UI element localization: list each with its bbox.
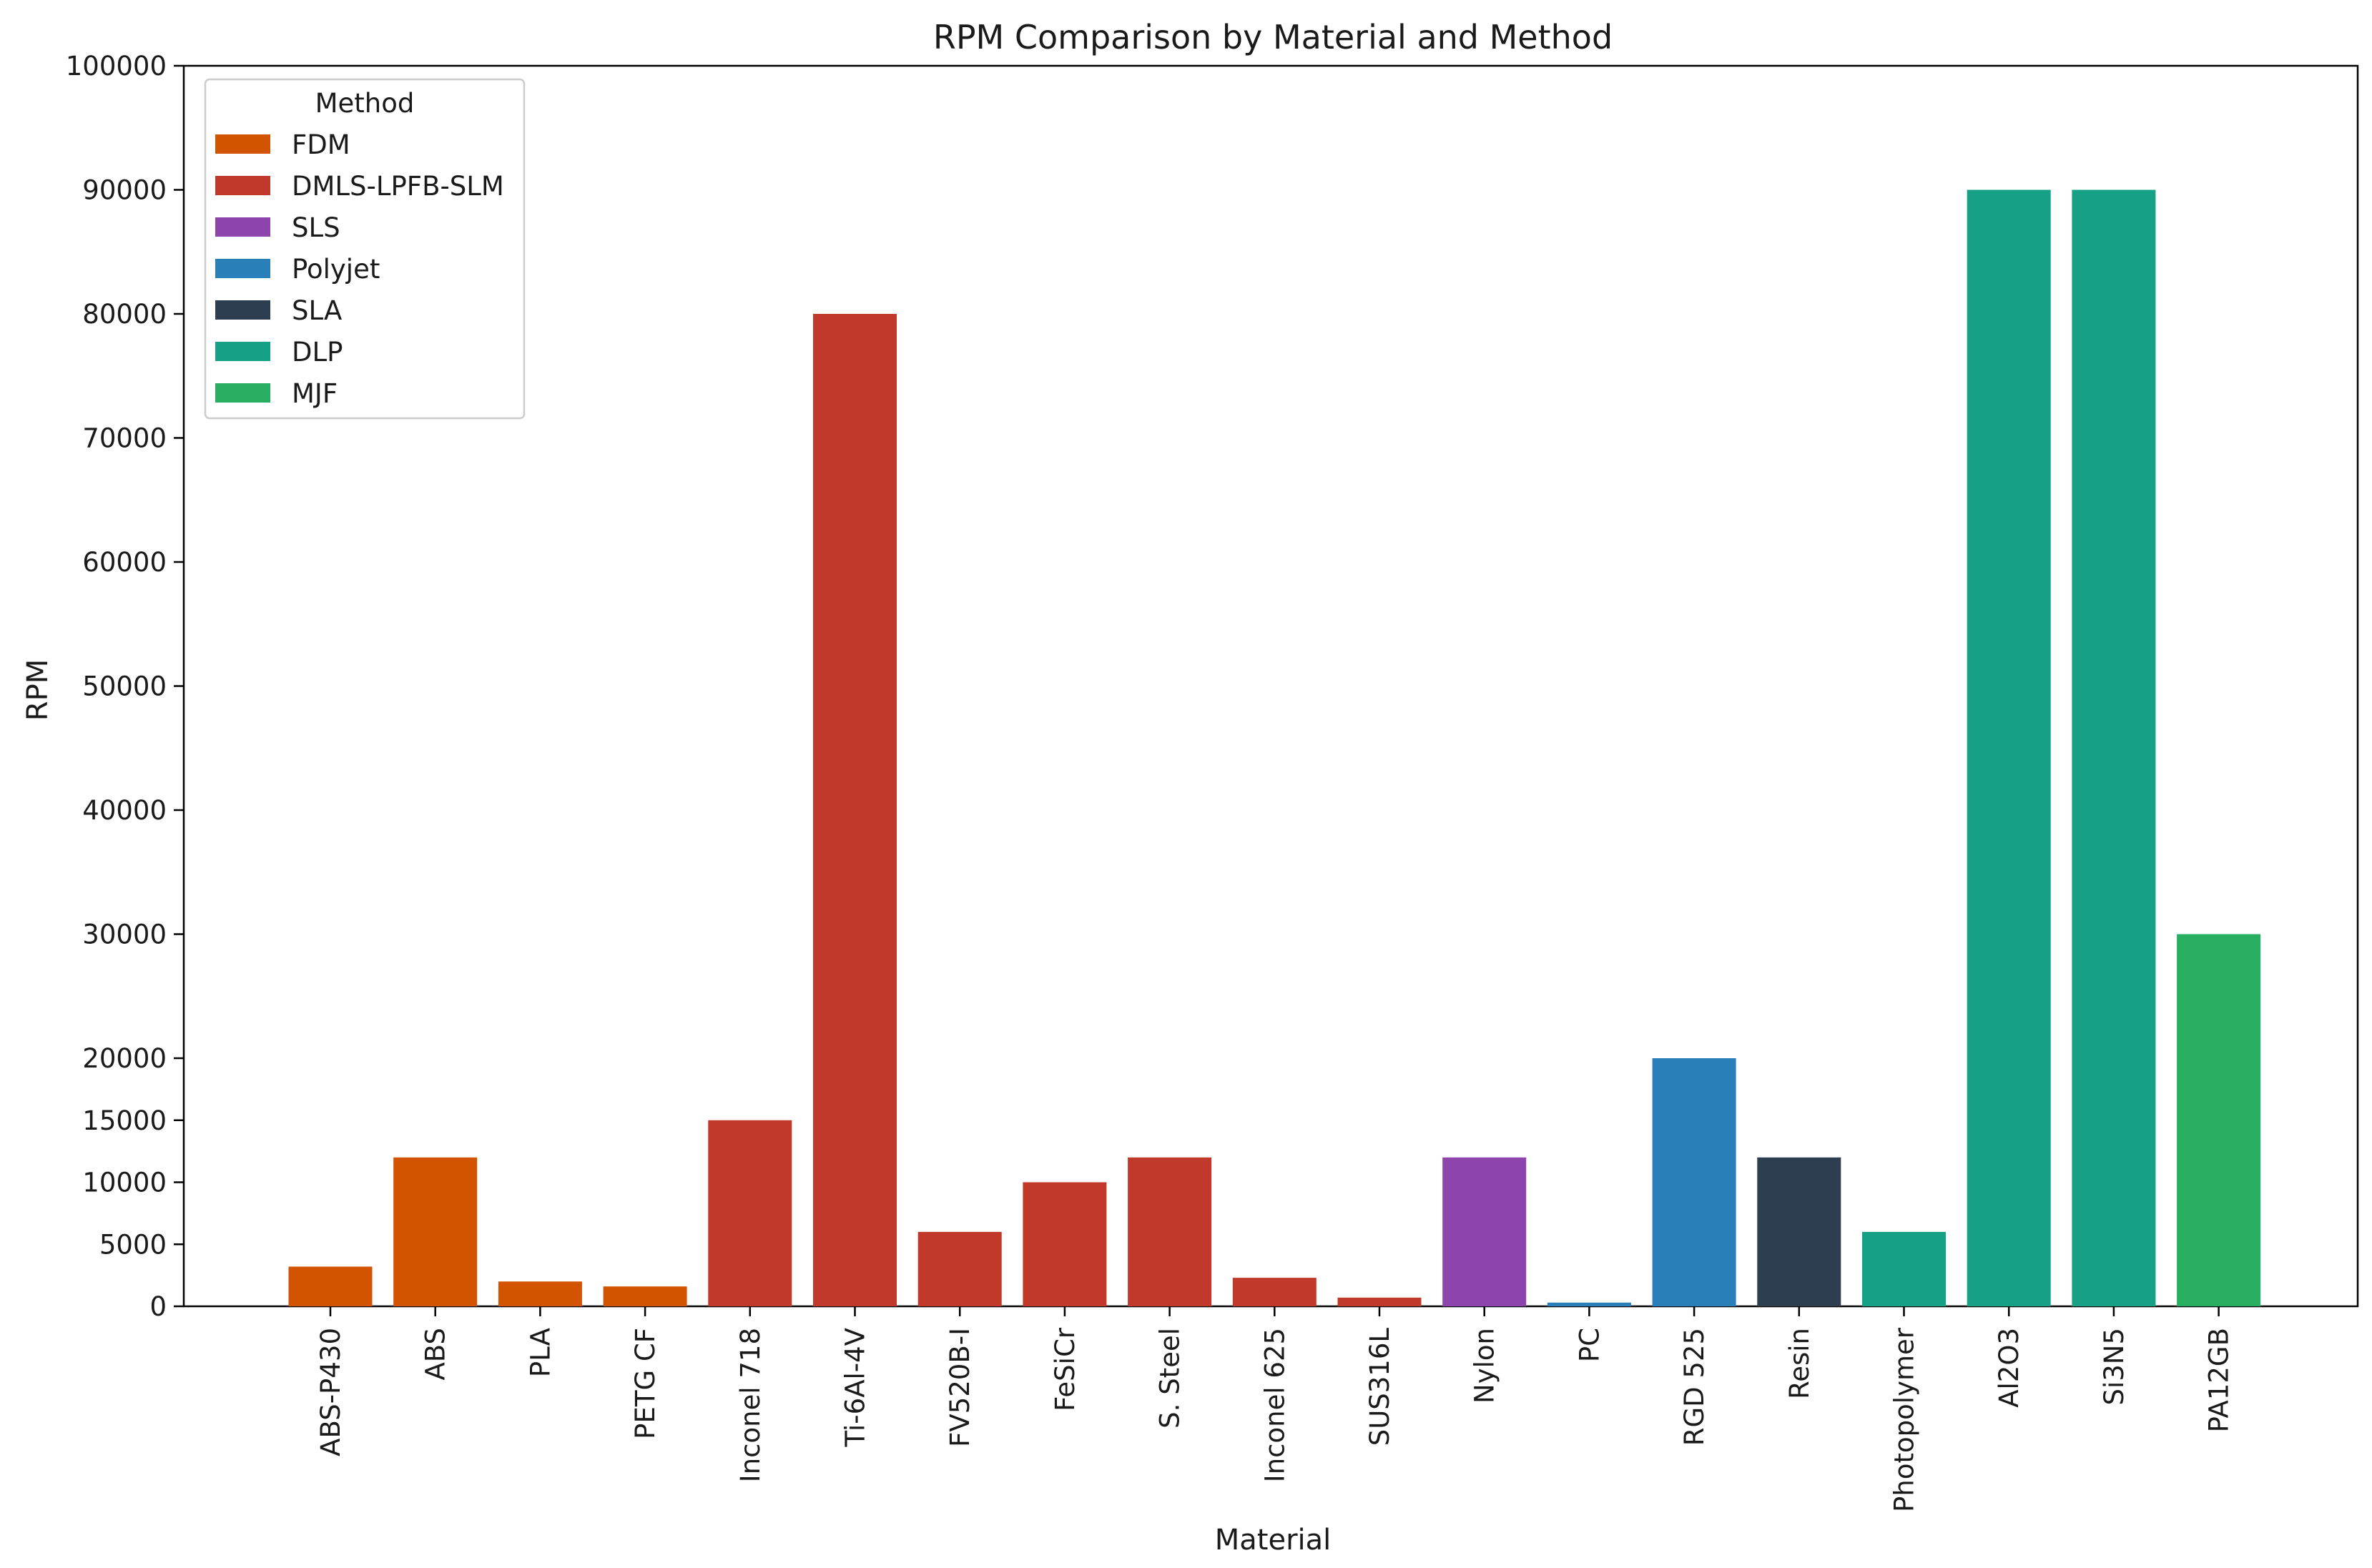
y-tick-label: 80000 — [82, 299, 167, 330]
bar-abs — [393, 1157, 478, 1306]
x-tick-label: PA12GB — [2204, 1328, 2235, 1432]
legend-label: DLP — [292, 337, 343, 368]
x-tick-label: FeSiCr — [1050, 1327, 1081, 1411]
bar-resin — [1757, 1157, 1841, 1306]
y-tick-label: 100000 — [66, 51, 167, 82]
bar-s-steel — [1128, 1157, 1212, 1306]
legend-label: MJF — [292, 378, 338, 409]
x-tick-label: PETG CF — [630, 1328, 661, 1439]
legend-swatch-dlp — [215, 342, 270, 361]
legend-swatch-polyjet — [215, 259, 270, 278]
x-tick-label: S. Steel — [1155, 1328, 1186, 1429]
bar-inconel-718 — [708, 1120, 792, 1306]
legend: Method FDM DMLS-LPFB-SLM SLS Polyjet SLA DLP MJ… — [204, 78, 526, 420]
bar-photopolymer — [1862, 1231, 1946, 1306]
x-tick-label: Al2O3 — [1994, 1328, 2024, 1408]
bar-al2o3 — [1967, 189, 2051, 1306]
legend-swatch-fdm — [215, 134, 270, 154]
y-axis: 0 5000 10000 15000 20000 30000 40000 50000 60000… — [66, 51, 184, 1322]
x-tick-label: ABS-P430 — [315, 1328, 346, 1456]
y-tick-label: 40000 — [82, 795, 167, 826]
bar-rgd-525 — [1652, 1058, 1736, 1306]
y-tick-label: 50000 — [82, 671, 167, 702]
bars — [288, 189, 2261, 1306]
y-tick-label: 20000 — [82, 1043, 167, 1074]
chart-title: RPM Comparison by Material and Method — [933, 18, 1613, 56]
y-tick-label: 10000 — [82, 1168, 167, 1198]
y-tick-label: 30000 — [82, 919, 167, 950]
y-tick-label: 90000 — [82, 175, 167, 206]
bar-sus316l — [1337, 1297, 1422, 1306]
x-tick-label: Nylon — [1470, 1328, 1500, 1404]
y-tick-label: 0 — [149, 1291, 167, 1322]
legend-frame — [204, 78, 526, 420]
bar-petg-cf — [603, 1286, 687, 1306]
y-tick-label: 5000 — [99, 1229, 167, 1260]
bar-inconel-625 — [1232, 1278, 1317, 1306]
x-axis: ABS-P430 ABS PLA PETG CF Inconel 718 Ti-6Al-4… — [315, 1306, 2235, 1512]
x-tick-label: Resin — [1784, 1328, 1815, 1399]
bar-ti-6al-4v — [813, 314, 897, 1306]
bar-nylon — [1442, 1157, 1527, 1306]
x-tick-label: PC — [1574, 1328, 1605, 1362]
y-tick-label: 70000 — [82, 423, 167, 454]
x-tick-label: ABS — [420, 1328, 451, 1381]
x-axis-label: Material — [1215, 1524, 1332, 1557]
bar-pa12gb — [2177, 934, 2261, 1306]
legend-label: Polyjet — [292, 254, 380, 285]
bar-pla — [498, 1281, 582, 1306]
legend-swatch-sls — [215, 217, 270, 237]
y-axis-label: RPM — [21, 659, 54, 721]
legend-swatch-sla — [215, 300, 270, 320]
legend-label: SLA — [292, 295, 342, 326]
x-tick-label: PLA — [525, 1328, 556, 1377]
bar-pc — [1547, 1302, 1631, 1306]
x-tick-label: SUS316L — [1364, 1328, 1395, 1446]
x-tick-label: Photopolymer — [1889, 1327, 1920, 1512]
bar-fesicr — [1023, 1182, 1107, 1306]
bar-abs-p430 — [288, 1266, 373, 1306]
legend-label: SLS — [292, 212, 340, 243]
legend-swatch-dmls-lpfb-slm — [215, 176, 270, 195]
y-tick-label: 15000 — [82, 1105, 167, 1136]
legend-label: DMLS-LPFB-SLM — [292, 171, 504, 202]
legend-label: FDM — [292, 129, 350, 160]
x-tick-label: Si3N5 — [2099, 1328, 2130, 1406]
bar-fv520b-i — [917, 1231, 1002, 1306]
bar-si3n5 — [2072, 189, 2156, 1306]
legend-title: Method — [315, 88, 415, 119]
x-tick-label: RGD 525 — [1679, 1328, 1710, 1446]
x-tick-label: Inconel 718 — [735, 1328, 766, 1482]
x-tick-label: FV520B-I — [945, 1328, 975, 1447]
legend-swatch-mjf — [215, 383, 270, 403]
y-tick-label: 60000 — [82, 547, 167, 578]
x-tick-label: Inconel 625 — [1259, 1328, 1290, 1482]
x-tick-label: Ti-6Al-4V — [840, 1328, 871, 1447]
